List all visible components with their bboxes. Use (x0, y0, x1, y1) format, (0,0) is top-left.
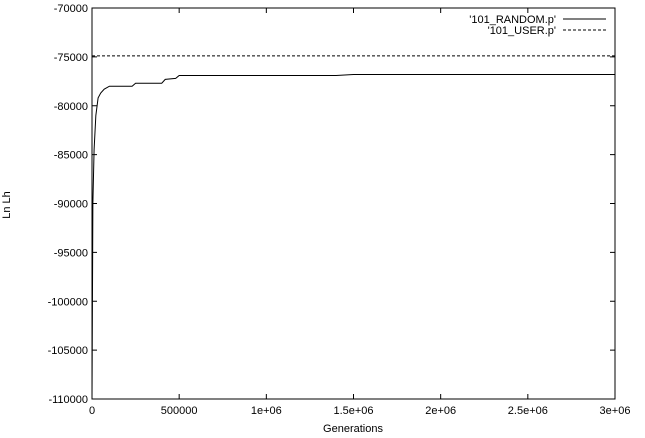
legend: '101_RANDOM.p''101_USER.p' (469, 14, 606, 37)
plot-frame (91, 7, 616, 400)
y-tick-label: -75000 (54, 52, 88, 64)
x-tick-label: 1e+06 (251, 405, 282, 417)
x-axis-label: Generations (323, 423, 383, 435)
y-axis-label: Ln Lh (1, 191, 13, 219)
x-tick-label: 1.5e+06 (333, 405, 373, 417)
x-tick-label: 0 (89, 405, 95, 417)
series-layer (91, 55, 615, 400)
x-tick-label: 500000 (161, 405, 198, 417)
series-line-random (91, 73, 615, 400)
plot-border (91, 7, 616, 400)
legend-label: '101_USER.p' (488, 25, 556, 37)
y-tick-label: -85000 (54, 150, 88, 162)
y-tick-label: -90000 (54, 199, 88, 211)
y-tick-label: -110000 (48, 394, 88, 406)
x-tick-label: 3e+06 (600, 405, 631, 417)
x-axis: 0 500000 1e+06 1.5e+06 2e+06 2.5e+06 3e+06 (89, 8, 631, 417)
y-tick-label: -105000 (48, 345, 88, 357)
y-tick-label: -95000 (54, 247, 88, 259)
y-tick-label: -80000 (54, 101, 88, 113)
x-tick-label: 2.5e+06 (508, 405, 548, 417)
x-tick-label: 2e+06 (425, 405, 456, 417)
y-axis: -110000 -105000 -100000 -95000 -90000 -85000 -… (48, 3, 615, 406)
legend-label: '101_RANDOM.p' (469, 14, 556, 26)
y-tick-label: -70000 (54, 3, 88, 15)
y-tick-label: -100000 (48, 296, 88, 308)
